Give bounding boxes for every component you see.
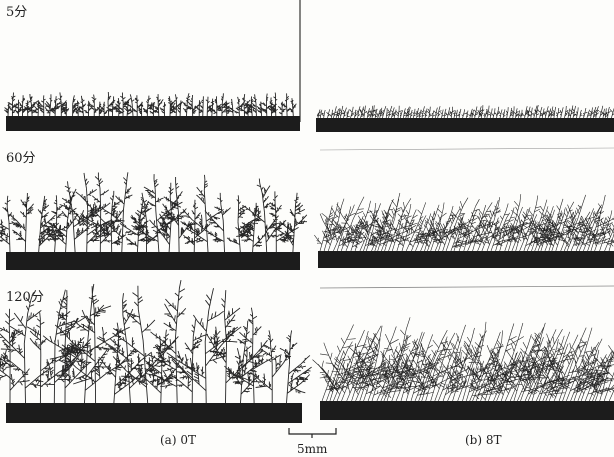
- dendrite: [314, 192, 614, 252]
- scale-bar-label: 5mm: [297, 442, 328, 456]
- dendrite: [0, 172, 308, 253]
- electrode-band: [6, 403, 302, 423]
- column-label: (a) 0T: [160, 433, 196, 447]
- electrode-band: [320, 401, 614, 420]
- row-label: 120分: [6, 290, 44, 305]
- row-label: 5分: [6, 5, 27, 20]
- dendrite: [316, 105, 614, 119]
- electrode-band: [318, 251, 614, 268]
- electrode-band: [6, 252, 300, 270]
- electrode-band: [316, 118, 614, 132]
- electrode-band: [6, 116, 300, 131]
- dendrite-layer: [0, 91, 614, 404]
- dendrite: [4, 91, 297, 117]
- column-label: (b) 8T: [465, 433, 502, 447]
- panel-border: [319, 147, 614, 151]
- scale-bar: [288, 428, 337, 438]
- panel-border: [319, 285, 614, 289]
- dendrite: [312, 317, 614, 402]
- dendrite: [0, 280, 312, 404]
- row-label: 60分: [6, 151, 36, 166]
